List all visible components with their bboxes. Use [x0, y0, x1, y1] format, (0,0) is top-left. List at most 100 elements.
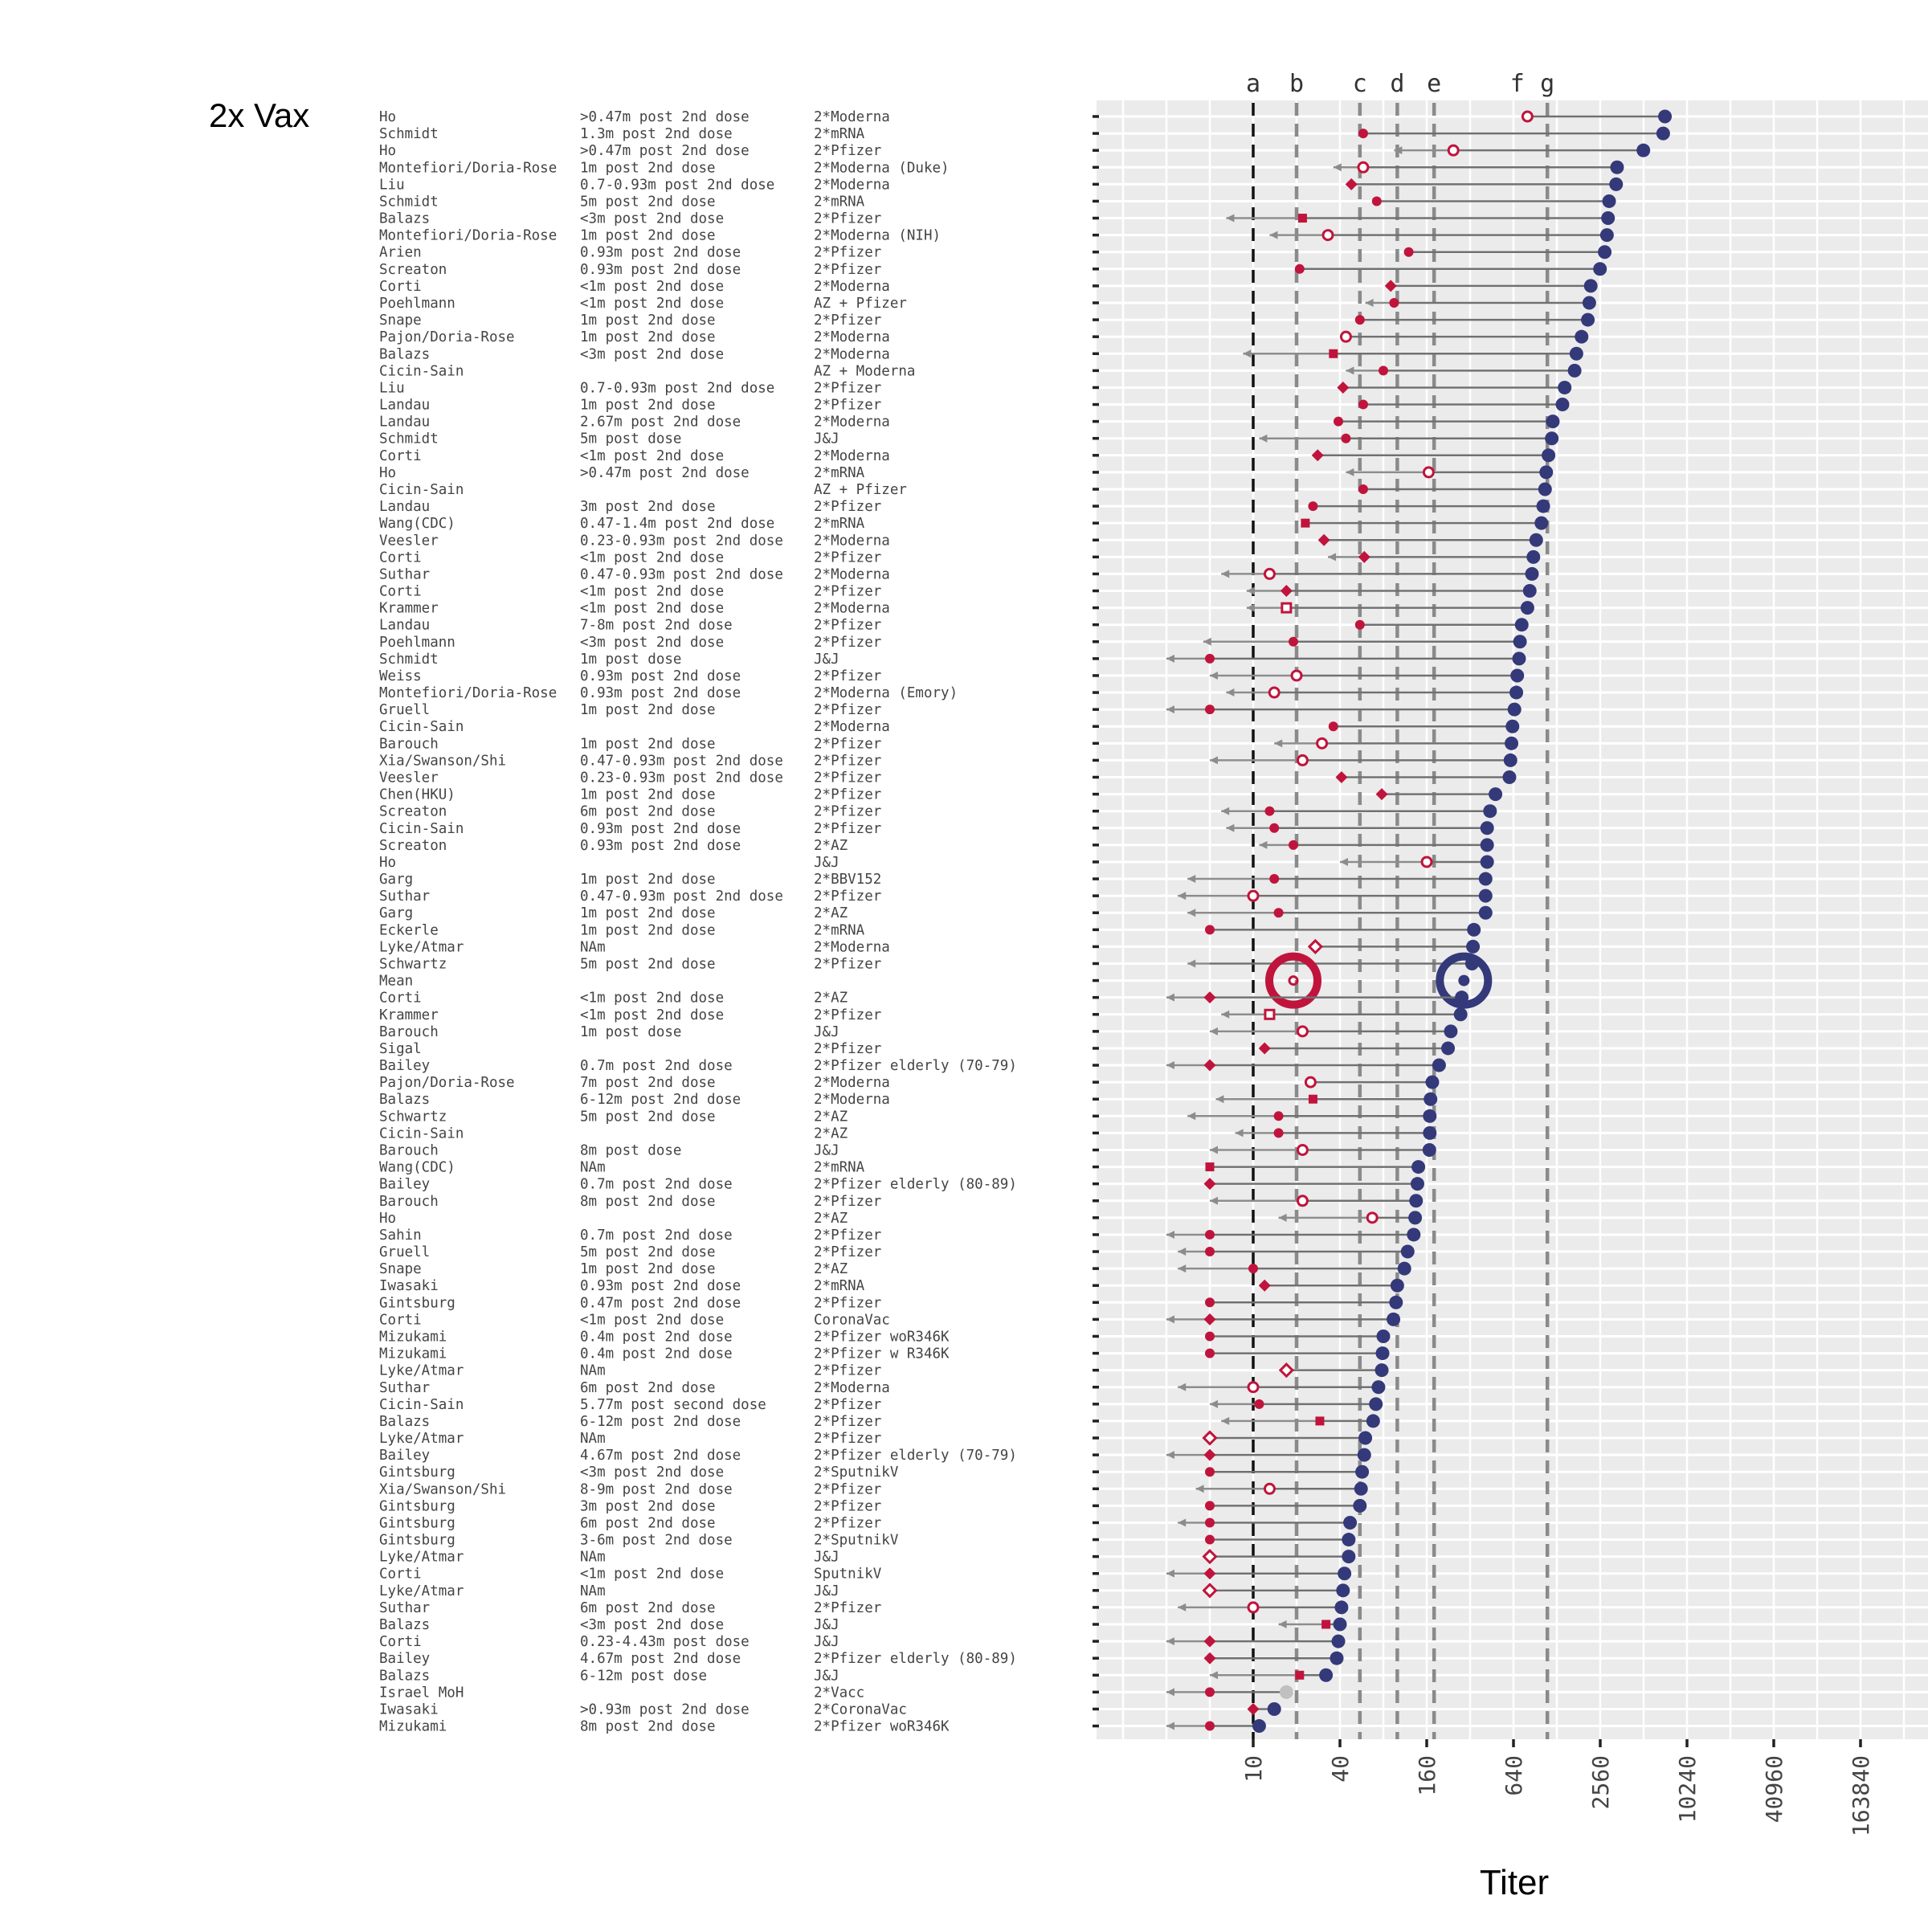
wt-point: [1636, 144, 1650, 157]
row-vaccine-label: 2*Moderna: [814, 601, 890, 617]
wt-point: [1481, 855, 1494, 868]
reference-line-label-e: e: [1427, 70, 1441, 98]
row-study-label: Xia/Swanson/Shi: [379, 753, 506, 769]
row-study-label: Barouch: [379, 736, 439, 752]
variant-marker-circle: [1205, 1722, 1215, 1731]
row-study-label: Cicin-Sain: [379, 482, 464, 498]
wt-point: [1423, 1126, 1436, 1140]
variant-marker-circle: [1334, 417, 1343, 427]
variant-marker-circle: [1205, 1687, 1215, 1697]
row-labels: Ho >0.47m post 2nd dose 2*ModernaSchmidt 1.…: [379, 109, 1017, 1735]
row-study-label: Schmidt: [379, 126, 439, 142]
row-study-label: Landau: [379, 415, 430, 431]
row-study-label: Cicin-Sain: [379, 1125, 464, 1142]
wt-point: [1598, 245, 1611, 259]
row-study-label: Gintsburg: [379, 1464, 455, 1481]
row-study-label: Schmidt: [379, 651, 439, 668]
row-timing-label: 4.67m post 2nd dose: [580, 1651, 741, 1667]
row-vaccine-label: 2*Pfizer: [814, 770, 881, 786]
row-timing-label: >0.47m post 2nd dose: [580, 109, 750, 125]
variant-marker-circle: [1292, 671, 1301, 680]
row-vaccine-label: J&J: [814, 855, 839, 871]
wt-point: [1483, 804, 1497, 818]
wt-point: [1423, 1143, 1436, 1157]
variant-marker-circle: [1205, 1535, 1215, 1545]
wt-point: [1252, 1719, 1266, 1733]
row-timing-label: <3m post 2nd dose: [580, 635, 724, 651]
row-vaccine-label: 2*Pfizer: [814, 618, 881, 634]
row-vaccine-label: 2*Pfizer: [814, 245, 881, 261]
variant-marker-circle: [1367, 1213, 1377, 1223]
row-study-label: Eckerle: [379, 922, 439, 938]
wt-point: [1455, 991, 1468, 1004]
row-vaccine-label: 2*mRNA: [814, 516, 865, 532]
row-timing-label: 1m post 2nd dose: [580, 787, 716, 803]
wt-point: [1513, 635, 1527, 648]
row-study-label: Israel MoH: [379, 1685, 464, 1701]
row-vaccine-label: 2*Moderna: [814, 109, 890, 125]
row-timing-label: 6m post 2nd dose: [580, 1515, 716, 1531]
variant-marker-circle: [1329, 721, 1338, 731]
row-study-label: Cicin-Sain: [379, 719, 464, 735]
row-timing-label: 7m post 2nd dose: [580, 1075, 716, 1091]
wt-point: [1409, 1194, 1423, 1207]
wt-point: [1389, 1296, 1403, 1309]
variant-marker-circle: [1269, 823, 1279, 833]
row-vaccine-label: J&J: [814, 651, 839, 668]
wt-point: [1342, 1533, 1355, 1546]
row-study-label: Garg: [379, 905, 413, 921]
x-tick-label: 40960: [1761, 1755, 1787, 1823]
wt-point: [1539, 465, 1553, 479]
row-vaccine-label: 2*Pfizer: [814, 1431, 881, 1447]
row-study-label: Landau: [379, 398, 430, 414]
row-timing-label: <3m post 2nd dose: [580, 346, 724, 362]
row-vaccine-label: J&J: [814, 1583, 839, 1599]
variant-marker-circle: [1522, 112, 1532, 121]
row-vaccine-label: 2*Pfizer elderly (70-79): [814, 1058, 1017, 1074]
row-timing-label: <1m post 2nd dose: [580, 279, 724, 295]
wt-point: [1391, 1279, 1404, 1293]
row-vaccine-label: 2*Pfizer: [814, 584, 881, 600]
row-study-label: Corti: [379, 1312, 422, 1328]
row-study-label: Schmidt: [379, 431, 439, 447]
row-timing-label: <3m post 2nd dose: [580, 211, 724, 227]
row-timing-label: 5m post 2nd dose: [580, 194, 716, 210]
row-study-label: Balazs: [379, 211, 430, 227]
wt-point: [1355, 1465, 1369, 1479]
row-timing-label: 1m post 2nd dose: [580, 398, 716, 414]
row-study-label: Lyke/Atmar: [379, 1363, 464, 1379]
variant-marker-circle: [1341, 434, 1350, 443]
row-study-label: Poehlmann: [379, 296, 455, 312]
variant-marker-circle: [1205, 1297, 1215, 1307]
row-timing-label: 1m post 2nd dose: [580, 312, 716, 329]
row-timing-label: 0.7m post 2nd dose: [580, 1058, 733, 1074]
row-vaccine-label: 2*Moderna: [814, 533, 890, 549]
variant-marker-circle: [1205, 925, 1215, 934]
row-vaccine-label: 2*Pfizer: [814, 1515, 881, 1531]
variant-marker-circle: [1308, 501, 1317, 511]
variant-marker-circle: [1269, 874, 1279, 884]
wt-point: [1432, 1059, 1446, 1072]
row-vaccine-label: 2*Pfizer: [814, 1363, 881, 1379]
row-vaccine-label: J&J: [814, 431, 839, 447]
wt-point: [1377, 1330, 1391, 1343]
row-vaccine-label: 2*AZ: [814, 991, 848, 1007]
row-timing-label: 8-9m post 2nd dose: [580, 1481, 733, 1497]
row-study-label: Bailey: [379, 1448, 430, 1464]
row-timing-label: 6-12m post 2nd dose: [580, 1414, 741, 1430]
row-timing-label: 1m post 2nd dose: [580, 1261, 716, 1277]
wt-point: [1376, 1346, 1390, 1360]
variant-marker-circle: [1205, 1467, 1215, 1477]
wt-point: [1512, 651, 1526, 665]
variant-marker-circle: [1422, 857, 1432, 867]
wt-point: [1523, 584, 1537, 598]
row-vaccine-label: 2*Pfizer elderly (70-79): [814, 1448, 1017, 1464]
variant-marker-circle: [1274, 908, 1284, 917]
row-study-label: Gintsburg: [379, 1295, 455, 1311]
wt-point: [1354, 1482, 1368, 1496]
variant-marker-circle: [1372, 196, 1382, 206]
variant-marker-circle: [1205, 1331, 1215, 1341]
row-study-label: Balazs: [379, 1414, 430, 1430]
wt-point: [1334, 1618, 1347, 1632]
variant-marker-circle: [1355, 315, 1365, 325]
